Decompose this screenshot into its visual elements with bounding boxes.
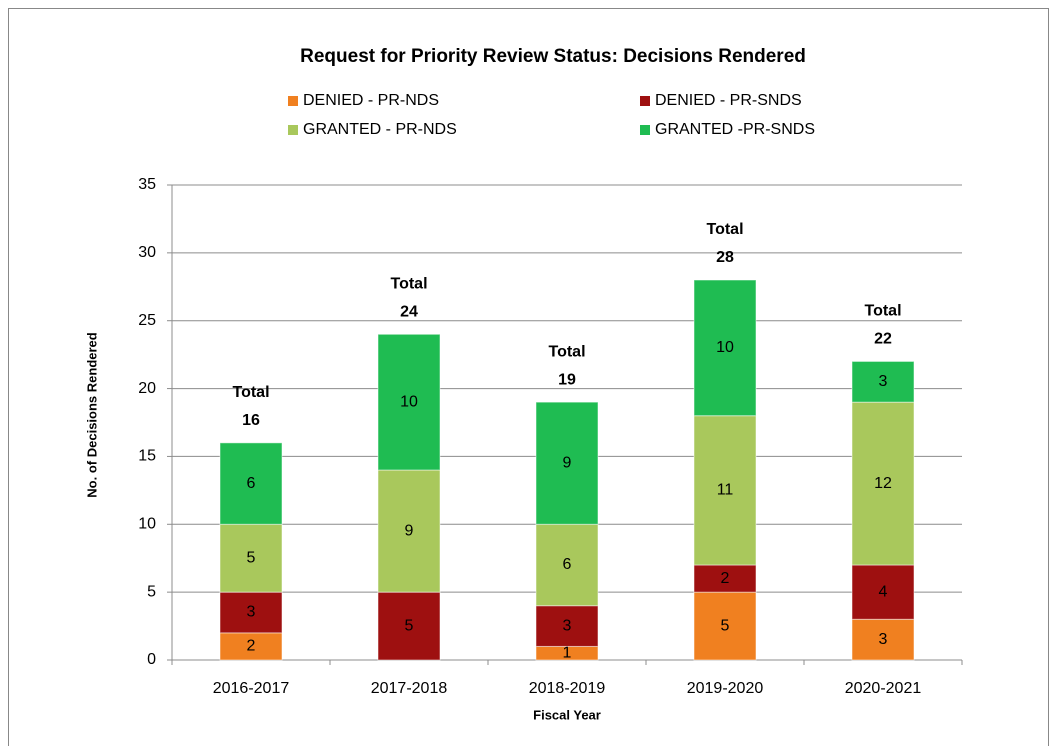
legend-label: DENIED - PR-NDS <box>303 92 439 109</box>
total-value: 16 <box>242 412 260 429</box>
y-tick-label: 0 <box>147 651 156 668</box>
bar-segment <box>693 279 757 417</box>
bar-segment <box>535 401 599 525</box>
data-label: 3 <box>879 631 888 648</box>
data-label: 5 <box>405 617 414 634</box>
total-value: 22 <box>874 331 892 348</box>
bar-segment <box>219 591 283 634</box>
data-label: 6 <box>247 475 256 492</box>
data-label: 6 <box>563 556 572 573</box>
chart-border <box>8 8 1049 746</box>
bar-segment <box>377 333 441 471</box>
x-tick-label: 2019-2020 <box>687 680 764 697</box>
bar-segment <box>377 469 441 593</box>
x-tick-label: 2018-2019 <box>529 680 606 697</box>
y-tick-label: 25 <box>138 312 156 329</box>
x-tick-label: 2020-2021 <box>845 680 922 697</box>
bar-segment <box>851 360 915 403</box>
bar-segment <box>535 605 599 647</box>
data-label: 10 <box>400 393 418 410</box>
y-axis-title: No. of Decisions Rendered <box>84 332 99 497</box>
total-label: Total <box>232 384 269 401</box>
data-label: 2 <box>721 570 730 587</box>
total-label: Total <box>864 303 901 320</box>
bar-segment <box>851 564 915 620</box>
legend-label: DENIED - PR-SNDS <box>655 92 802 109</box>
y-tick-label: 10 <box>138 516 156 533</box>
data-label: 2 <box>247 638 256 655</box>
bar-segment <box>219 523 283 593</box>
bar-segment <box>693 591 757 661</box>
data-label: 12 <box>874 475 892 492</box>
data-label: 4 <box>879 583 888 600</box>
bar-segment <box>219 632 283 661</box>
data-label: 10 <box>716 339 734 356</box>
legend-label: GRANTED -PR-SNDS <box>655 121 815 138</box>
x-axis-title: Fiscal Year <box>533 707 601 722</box>
bar-segment <box>693 564 757 593</box>
legend-swatch <box>288 96 298 106</box>
data-label: 9 <box>405 522 414 539</box>
bar-segment <box>693 415 757 566</box>
total-label: Total <box>548 343 585 360</box>
data-label: 9 <box>563 454 572 471</box>
data-label: 3 <box>247 604 256 621</box>
legend-swatch <box>640 96 650 106</box>
total-value: 28 <box>716 249 734 266</box>
total-value: 19 <box>558 371 576 388</box>
x-tick-label: 2017-2018 <box>371 680 448 697</box>
total-value: 24 <box>400 304 418 321</box>
y-tick-label: 15 <box>138 448 156 465</box>
bar-segment <box>535 523 599 607</box>
legend-swatch <box>288 125 298 135</box>
legend-swatch <box>640 125 650 135</box>
bar-segment <box>377 591 441 661</box>
chart-title: Request for Priority Review Status: Deci… <box>300 46 806 67</box>
x-tick-label: 2016-2017 <box>213 680 290 697</box>
data-label: 3 <box>563 617 572 634</box>
total-label: Total <box>390 276 427 293</box>
data-label: 3 <box>879 373 888 390</box>
data-label: 11 <box>717 482 734 499</box>
y-tick-label: 20 <box>138 380 156 397</box>
bar-segment <box>219 442 283 525</box>
legend-label: GRANTED - PR-NDS <box>303 121 457 138</box>
data-label: 5 <box>721 617 730 634</box>
y-tick-label: 5 <box>147 583 156 600</box>
data-label: 5 <box>247 549 256 566</box>
y-tick-label: 30 <box>138 244 156 261</box>
bar-segment <box>851 401 915 566</box>
bar-segment <box>851 618 915 661</box>
y-tick-label: 35 <box>138 176 156 193</box>
data-label: 1 <box>563 644 572 661</box>
total-label: Total <box>706 221 743 238</box>
